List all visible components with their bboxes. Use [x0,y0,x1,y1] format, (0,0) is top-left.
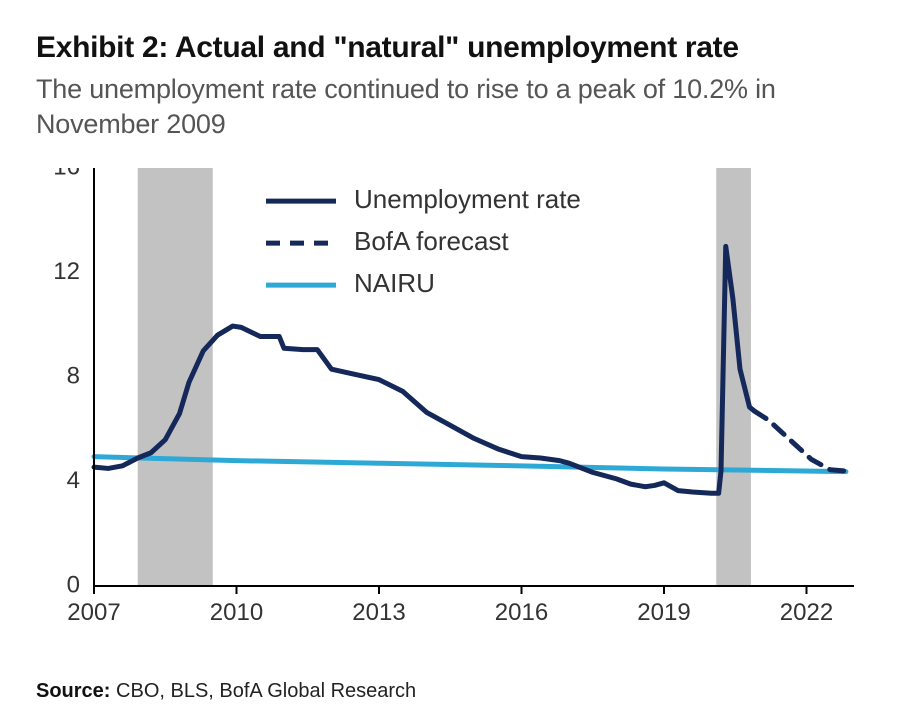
y-tick-label: 4 [67,467,80,494]
legend-label: BofA forecast [354,226,509,256]
y-tick-label: 0 [67,572,80,599]
exhibit-page: Exhibit 2: Actual and "natural" unemploy… [0,0,900,727]
x-tick-label: 2019 [637,599,690,626]
chart-area: 0 4 8 12 16 2007 2010 2013 2016 2019 2022 Unemploym… [36,168,864,662]
legend-label: NAIRU [354,268,435,298]
line-chart: 0 4 8 12 16 2007 2010 2013 2016 2019 2022 Unemploym… [36,168,864,638]
series-bofa-forecast [754,411,846,471]
y-tick-label: 16 [53,168,80,180]
exhibit-subtitle: The unemployment rate continued to rise … [36,72,864,142]
recession-band [138,168,213,586]
x-tick-label: 2016 [495,599,548,626]
y-tick-label: 8 [67,363,80,390]
source-label: Source: [36,680,110,702]
source-text: CBO, BLS, BofA Global Research [116,680,416,702]
legend-label: Unemployment rate [354,184,581,214]
x-tick-label: 2022 [780,599,833,626]
exhibit-title: Exhibit 2: Actual and "natural" unemploy… [36,30,864,66]
x-tick-label: 2007 [67,599,120,626]
x-tick-label: 2010 [210,599,263,626]
x-tick-label: 2013 [352,599,405,626]
y-tick-label: 12 [53,258,80,285]
source-line: Source: CBO, BLS, BofA Global Research [36,680,864,703]
